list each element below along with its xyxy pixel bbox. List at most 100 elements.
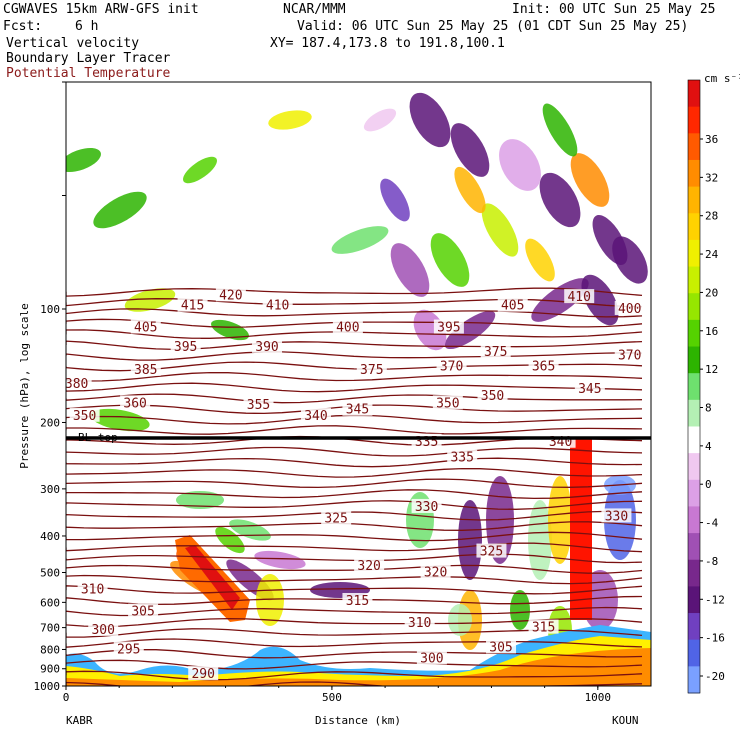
colorbar-swatch-18: [688, 559, 700, 587]
theta-label-19: 355: [247, 398, 270, 413]
model-title: CGWAVES 15km ARW-GFS init: [3, 2, 199, 17]
w-updraft-tilted-core: [185, 545, 240, 610]
theta-label-14: 370: [440, 359, 463, 374]
theta-label-bg-22: [477, 387, 508, 402]
colorbar-swatch-19: [688, 586, 700, 614]
w-blob-23: [525, 238, 555, 282]
field-bl-tracer: Boundary Layer Tracer: [6, 51, 171, 66]
y-tick-label-9: 1000: [34, 680, 61, 693]
colorbar: 36 32 28 24 20 16 12 8 4 0 -4 -8 -12 -16 -20: [687, 79, 725, 694]
x-axis: 0 500 1000: [63, 686, 611, 704]
theta-label-bg-18: [120, 395, 151, 410]
colorbar-swatch-1: [688, 106, 700, 134]
svg-text:BL-top: BL-top: [78, 431, 118, 444]
isentrope-35: [66, 659, 643, 670]
theta-label-4: 405: [134, 321, 157, 336]
theta-label-10: 390: [255, 340, 278, 355]
theta-label-bg-7: [614, 300, 645, 315]
theta-label-38: 310: [408, 616, 431, 631]
theta-label-bg-15: [614, 347, 645, 362]
theta-label-17: 380: [65, 377, 88, 392]
y-axis: 100 200 300 400 500 600 700 800 900 1000: [34, 81, 66, 693]
theta-label-2: 410: [266, 299, 289, 314]
theta-label-bg-23: [342, 401, 373, 416]
w-blob-35: [528, 500, 552, 580]
colorbar-tick-label-5: 16: [705, 325, 718, 338]
theta-label-20: 350: [73, 409, 96, 424]
theta-label-12: 375: [360, 363, 383, 378]
right-endpoint-label: KOUN: [612, 714, 639, 727]
isentrope-17: [66, 467, 643, 478]
theta-label-bg-9: [433, 319, 464, 334]
theta-label-44: 290: [191, 667, 214, 682]
theta-label-21: 350: [436, 396, 459, 411]
theta-label-bg-12: [356, 361, 387, 376]
colorbar-swatch-14: [688, 453, 700, 481]
colorbar-swatch-11: [688, 373, 700, 401]
y-tick-label-5: 600: [40, 596, 60, 609]
theta-label-1: 415: [181, 299, 204, 314]
theta-label-39: 305: [131, 605, 154, 620]
theta-label-13: 375: [484, 345, 507, 360]
x-tick-label-1: 500: [322, 691, 342, 704]
w-blob-16: [570, 153, 610, 207]
theta-label-bg-0: [215, 287, 246, 302]
theta-label-bg-16: [528, 358, 559, 373]
w-blob-25: [454, 166, 486, 214]
w-blob-9: [331, 226, 389, 254]
isentrope-10: [66, 393, 643, 404]
colorbar-tick-label-7: 8: [705, 402, 712, 415]
cross-section-endpoints: XY= 187.4,173.8 to 191.8,100.1: [270, 36, 505, 51]
field-vertical-velocity: Vertical velocity: [6, 36, 140, 51]
theta-label-7: 400: [618, 302, 641, 317]
bl-top-line: BL-top: [66, 431, 651, 444]
colorbar-tick-label-11: -8: [705, 555, 718, 568]
theta-label-28: 335: [450, 451, 473, 466]
theta-label-30: 330: [605, 509, 628, 524]
isentrope-27: [66, 574, 643, 585]
isentrope-13: [66, 425, 643, 435]
w-blob-14: [499, 139, 541, 191]
w-blob-11: [444, 310, 496, 350]
w-blob-19: [542, 103, 578, 157]
colorbar-swatch-15: [688, 479, 700, 507]
theta-label-bg-40: [486, 639, 517, 654]
w-blob-8: [363, 108, 397, 132]
theta-label-bg-39: [128, 603, 159, 618]
isentrope-23: [66, 531, 643, 542]
field-potential-temperature: Potential Temperature: [6, 66, 171, 81]
theta-label-11: 385: [134, 363, 157, 378]
y-tick-label-0: 100: [40, 303, 60, 316]
colorbar-tick-label-10: -4: [705, 517, 719, 530]
w-blob-46: [510, 590, 530, 630]
theta-label-bg-11: [130, 361, 161, 376]
isentrope-26: [66, 564, 643, 574]
theta-label-23: 345: [346, 403, 369, 418]
theta-label-bg-30: [601, 508, 632, 523]
isentrope-16: [66, 457, 643, 468]
w-blob-33: [458, 500, 482, 580]
colorbar-swatch-20: [688, 613, 700, 641]
init-time: Init: 00 UTC Sun 25 May 25: [512, 2, 716, 17]
theta-label-25: 340: [304, 409, 327, 424]
w-blob-4: [124, 288, 176, 312]
theta-label-15: 370: [618, 349, 641, 364]
theta-label-bg-1: [177, 297, 208, 312]
w-blob-13: [450, 123, 490, 177]
colorbar-swatch-5: [688, 213, 700, 241]
colorbar-unit: cm s⁻¹: [704, 72, 740, 85]
theta-label-bg-2: [262, 297, 293, 312]
theta-label-40: 305: [489, 640, 512, 655]
theta-label-bg-21: [432, 395, 463, 410]
theta-label-22: 350: [481, 389, 504, 404]
theta-label-bg-24: [574, 380, 605, 395]
theta-label-bg-19: [243, 397, 274, 412]
theta-label-bg-13: [480, 343, 511, 358]
theta-label-bg-31: [321, 510, 352, 525]
org-label: NCAR/MMM: [283, 2, 346, 17]
theta-label-bg-8: [170, 338, 201, 353]
isentrope-9: [66, 382, 643, 393]
theta-label-41: 300: [91, 623, 114, 638]
isentrope-24: [66, 542, 643, 553]
